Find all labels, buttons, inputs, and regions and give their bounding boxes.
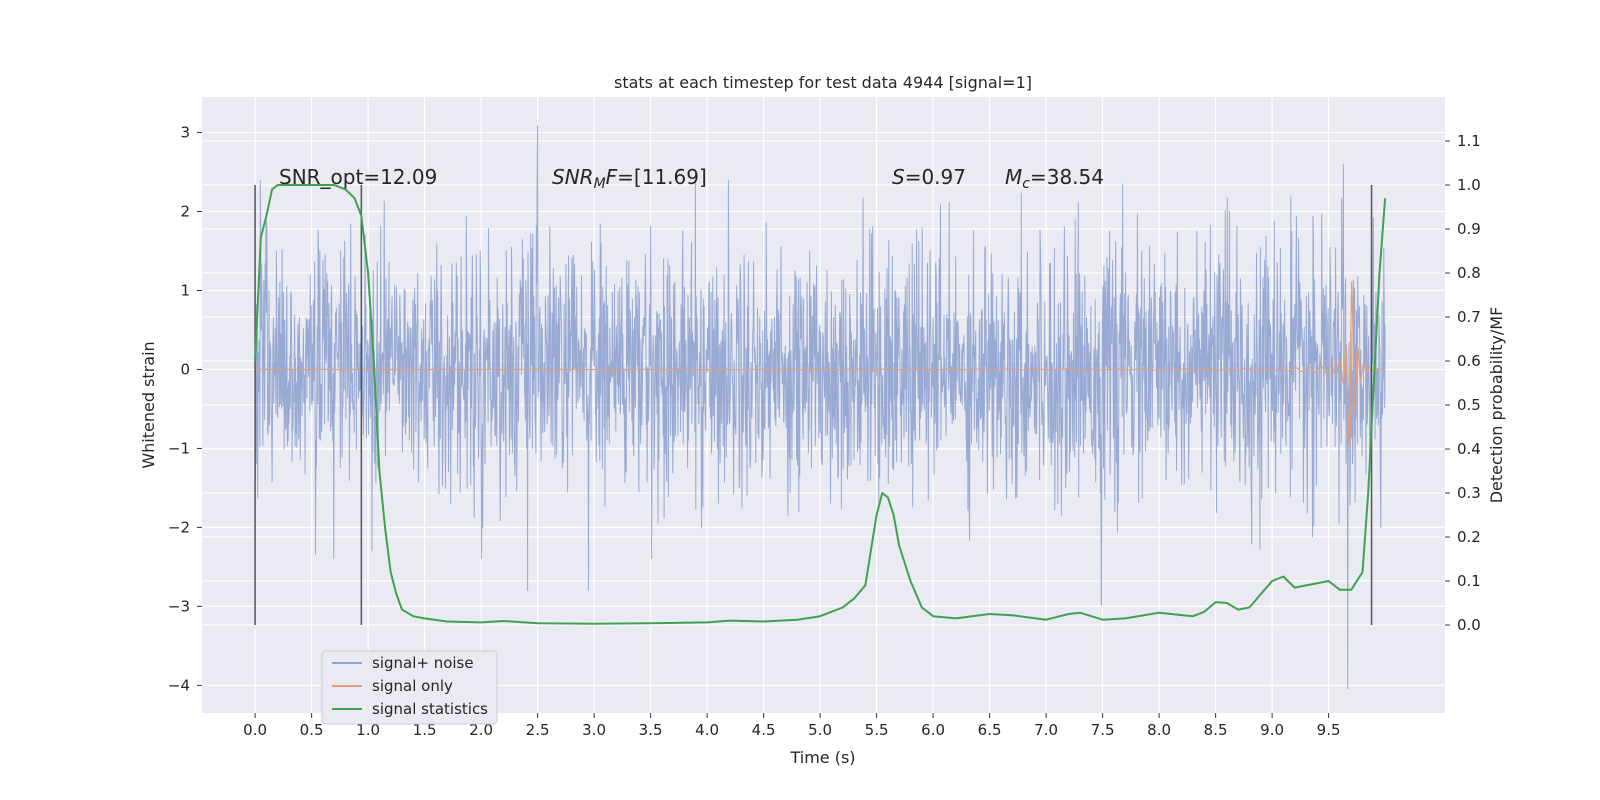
y-left-tick-label-3: 0	[180, 360, 190, 378]
x-tick-label-18: 9.0	[1260, 721, 1284, 739]
annotation-snr-opt: SNR_opt=12.09	[279, 165, 437, 189]
x-tick-label-10: 5.0	[808, 721, 832, 739]
signal-only-trace	[255, 281, 1386, 448]
x-tick-label-15: 7.5	[1091, 721, 1115, 739]
x-tick-label-3: 1.5	[413, 721, 437, 739]
y-axis-left-label: Whitened strain	[139, 341, 158, 468]
annotations: SNR_opt=12.09 SNRMF=[11.69] S=0.97 Mc=38…	[279, 165, 1104, 192]
signal-statistics-line	[254, 184, 1387, 625]
x-tick-label-12: 6.0	[921, 721, 945, 739]
series-signal-noise	[254, 124, 1386, 690]
x-tick-label-17: 8.5	[1204, 721, 1228, 739]
legend-box	[321, 650, 498, 725]
y-right-tick-label-8: 0.3	[1457, 484, 1481, 502]
x-tick-label-2: 1.0	[356, 721, 380, 739]
y-left-tick-label-5: −2	[168, 518, 190, 536]
y-right-tick-label-9: 0.2	[1457, 528, 1481, 546]
y-right-tick-label-1: 1.0	[1457, 176, 1481, 194]
y-right-tick-label-7: 0.4	[1457, 440, 1481, 458]
y-left-tick-label-2: 1	[180, 281, 190, 299]
y-left-tick-label-4: −1	[168, 439, 190, 457]
y-right-tick-label-3: 0.8	[1457, 264, 1481, 282]
legend-label-signal-statistics: signal statistics	[372, 700, 488, 718]
legend-label-signal-noise: signal+ noise	[372, 654, 474, 672]
annotation-snr-mf: SNRMF=[11.69]	[552, 165, 707, 192]
x-tick-label-9: 4.5	[752, 721, 776, 739]
y-left-tick-label-6: −3	[168, 597, 190, 615]
x-tick-label-6: 3.0	[582, 721, 606, 739]
x-axis-label: Time (s)	[789, 748, 855, 767]
x-axis: 0.0 0.5 1.0 1.5 2.0 2.5 3.0 3.5 4.0 4.5 5.0 5.5 6.0 6…	[243, 713, 1341, 739]
y-left-tick-label-0: 3	[180, 124, 190, 142]
series-signal-only	[255, 281, 1386, 448]
y-right-tick-label-5: 0.6	[1457, 352, 1481, 370]
chart-title: stats at each timestep for test data 494…	[614, 73, 1032, 92]
x-tick-label-7: 3.5	[639, 721, 663, 739]
y-axis-left: 3 2 1 0 −1 −2 −3 −4	[168, 124, 202, 694]
y-left-tick-label-7: −4	[168, 676, 190, 694]
y-axis-right: 1.1 1.0 0.9 0.8 0.7 0.6 0.5 0.4 0.3 0.2 0.1 0.0	[1445, 132, 1481, 634]
y-right-tick-label-6: 0.5	[1457, 396, 1481, 414]
y-left-tick-label-1: 2	[180, 203, 190, 221]
legend: signal+ noise signal only signal statist…	[321, 650, 498, 725]
x-tick-label-14: 7.0	[1034, 721, 1058, 739]
x-tick-label-4: 2.0	[469, 721, 493, 739]
annotation-mc: Mc=38.54	[1005, 165, 1104, 192]
series-signal-statistics	[254, 184, 1387, 625]
x-tick-label-16: 8.0	[1147, 721, 1171, 739]
x-tick-label-13: 6.5	[978, 721, 1002, 739]
vertical-markers	[254, 185, 1373, 625]
x-tick-label-5: 2.5	[526, 721, 550, 739]
x-tick-label-19: 9.5	[1317, 721, 1341, 739]
legend-label-signal-only: signal only	[372, 677, 453, 695]
x-tick-label-1: 0.5	[300, 721, 324, 739]
y-right-tick-label-10: 0.1	[1457, 572, 1481, 590]
y-axis-right-label: Detection probability/MF	[1487, 307, 1506, 504]
annotation-s: S=0.97	[892, 165, 966, 189]
x-tick-label-8: 4.0	[695, 721, 719, 739]
signal-noise-trace	[254, 124, 1386, 690]
y-right-tick-label-0: 1.1	[1457, 132, 1481, 150]
y-right-tick-label-4: 0.7	[1457, 308, 1481, 326]
y-right-tick-label-2: 0.9	[1457, 220, 1481, 238]
y-right-tick-label-11: 0.0	[1457, 616, 1481, 634]
x-tick-label-11: 5.5	[865, 721, 889, 739]
x-tick-label-0: 0.0	[243, 721, 267, 739]
